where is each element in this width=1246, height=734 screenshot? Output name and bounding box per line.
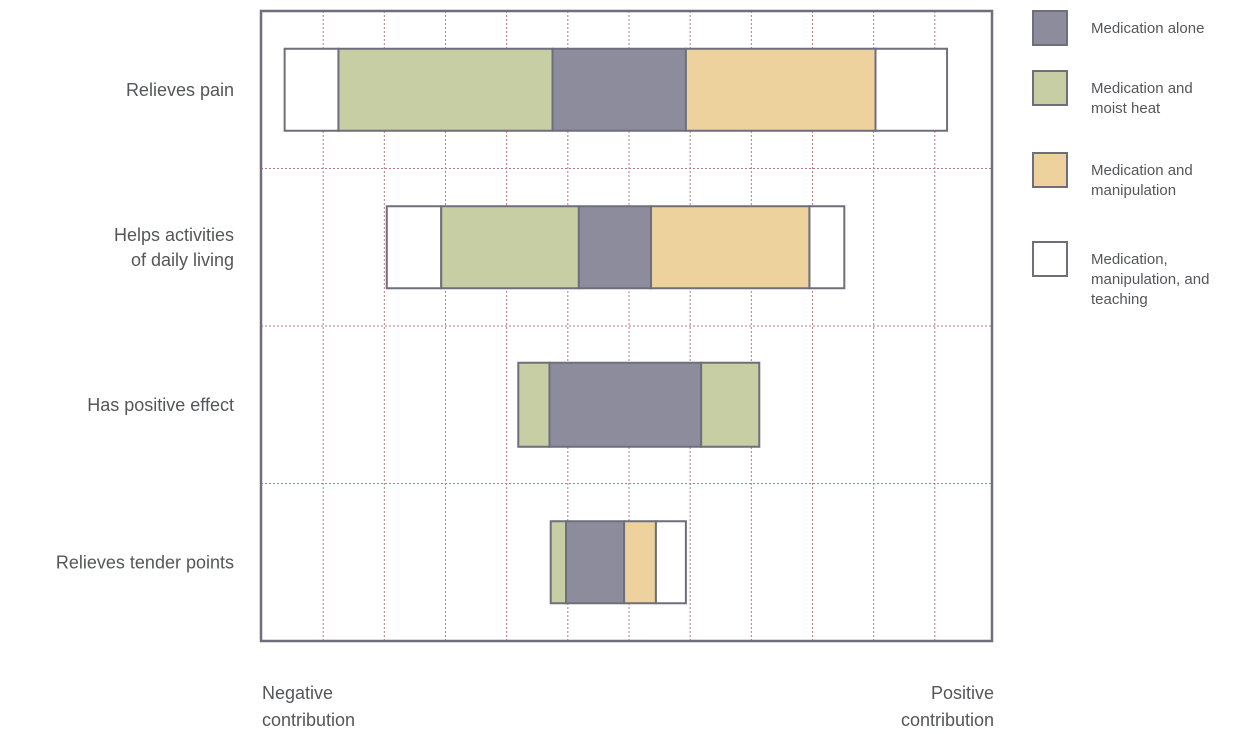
bar-segment <box>283 47 340 132</box>
bar-segment <box>337 47 554 132</box>
bar-4 <box>549 520 687 605</box>
category-label-line: Relieves pain <box>126 80 234 100</box>
legend-item: Medication and moist heat <box>1032 70 1193 117</box>
bar-segment <box>700 361 761 448</box>
category-label: Relieves pain <box>126 80 234 100</box>
category-label-line: of daily living <box>131 250 234 270</box>
legend-item: Medication and manipulation <box>1032 152 1193 199</box>
bars <box>283 47 949 605</box>
legend-swatch <box>1032 152 1068 188</box>
legend-label: Medication and manipulation <box>1091 162 1193 199</box>
bar-segment <box>623 520 657 605</box>
category-label-line: Has positive effect <box>87 395 234 415</box>
category-label: Relieves tender points <box>56 552 234 572</box>
legend-label-line: teaching <box>1091 291 1148 308</box>
bar-segment <box>517 361 551 448</box>
legend-swatch <box>1032 10 1068 46</box>
category-label: Has positive effect <box>87 395 234 415</box>
legend-label-line: manipulation, and <box>1091 271 1209 288</box>
plot-frame <box>259 9 994 643</box>
legend-label-line: Medication alone <box>1091 20 1204 37</box>
legend-swatch <box>1032 70 1068 106</box>
legend-item: Medication, manipulation, and teaching <box>1032 241 1209 308</box>
legend-label-line: Medication, <box>1091 251 1168 268</box>
legend-label-line: Medication and <box>1091 162 1193 179</box>
bar-2 <box>385 205 846 290</box>
legend-item: Medication alone <box>1032 10 1204 46</box>
legend-label: Medication alone <box>1091 20 1204 37</box>
legend-label-line: manipulation <box>1091 182 1176 199</box>
legend: Medication alone Medication and moist heat… <box>1032 10 1209 308</box>
bar-segment <box>440 205 580 290</box>
legend-label-line: moist heat <box>1091 100 1161 117</box>
legend-label-line: Medication and <box>1091 80 1193 97</box>
bar-segment <box>564 520 626 605</box>
bar-segment <box>654 520 687 605</box>
x-axis-label-line: contribution <box>262 710 355 730</box>
x-axis-label-positive: Positive contribution <box>901 683 994 730</box>
bar-segment <box>551 47 687 132</box>
bar-segment <box>650 205 811 290</box>
bar-segment <box>577 205 653 290</box>
legend-label: Medication and moist heat <box>1091 80 1193 117</box>
category-label-line: Helps activities <box>114 225 234 245</box>
bar-segment <box>549 520 567 605</box>
bar-segment <box>684 47 877 132</box>
x-axis-label-line: Negative <box>262 683 333 703</box>
bar-segment <box>385 205 443 290</box>
category-label: Helps activities of daily living <box>114 225 234 270</box>
legend-swatch <box>1032 241 1068 277</box>
legend-label: Medication, manipulation, and teaching <box>1091 251 1209 308</box>
bar-1 <box>283 47 949 132</box>
bar-segment <box>548 361 703 448</box>
x-axis-label-line: contribution <box>901 710 994 730</box>
bar-3 <box>517 361 761 448</box>
bar-segment <box>874 47 949 132</box>
category-label-line: Relieves tender points <box>56 552 234 572</box>
bar-segment <box>808 205 846 290</box>
axis-labels: Negative contribution Positive contribution <box>262 683 994 730</box>
x-axis-label-negative: Negative contribution <box>262 683 355 730</box>
category-labels: Relieves pain Helps activities of daily li… <box>56 80 234 573</box>
x-axis-label-line: Positive <box>931 683 994 703</box>
